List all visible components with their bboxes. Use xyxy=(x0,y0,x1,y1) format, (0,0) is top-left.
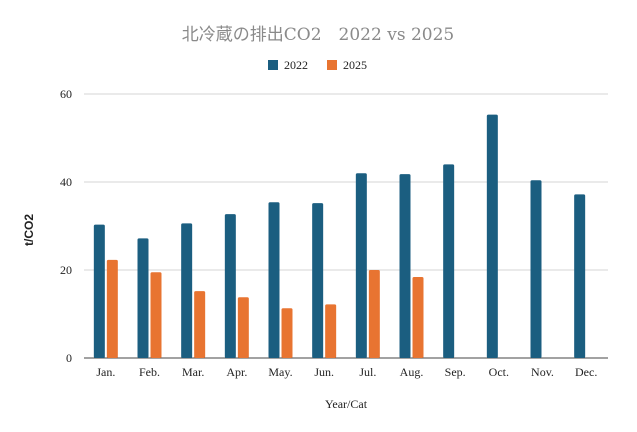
bar-2022-apr xyxy=(224,214,236,358)
bars xyxy=(93,114,586,359)
bar-2022-may xyxy=(268,202,280,358)
legend-label-2022: 2022 xyxy=(284,58,308,72)
x-tick-label: Nov. xyxy=(531,365,554,379)
bar-2022-oct xyxy=(486,114,498,359)
bar-2022-jan xyxy=(93,224,105,358)
x-tick-label: Mar. xyxy=(182,365,204,379)
grid xyxy=(84,93,608,359)
y-tick-label: 0 xyxy=(66,351,72,365)
x-tick-label: Feb. xyxy=(139,365,160,379)
y-axis-ticks: 0 20 40 60 xyxy=(60,87,72,365)
x-tick-label: Aug. xyxy=(400,365,424,379)
x-tick-label: Jul. xyxy=(359,365,376,379)
y-tick-label: 60 xyxy=(60,87,72,101)
bar-2022-jun xyxy=(312,203,324,358)
legend-swatch-2022 xyxy=(268,60,278,70)
bar-2022-nov xyxy=(530,180,542,358)
bar-2025-jan xyxy=(106,259,118,358)
bar-2022-jul xyxy=(355,173,367,358)
x-tick-label: Sep. xyxy=(445,365,466,379)
x-tick-label: Apr. xyxy=(226,365,247,379)
x-tick-label: May. xyxy=(268,365,292,379)
x-axis-ticks: Jan. Feb. Mar. Apr. May. Jun. Jul. Aug. Sep. Oct.… xyxy=(96,365,597,379)
bar-2022-aug xyxy=(399,174,411,358)
bar-2025-apr xyxy=(237,297,249,358)
bar-2025-jun xyxy=(325,304,337,358)
chart-title: 北冷蔵の排出CO2 2022 vs 2025 xyxy=(182,25,454,45)
y-tick-label: 20 xyxy=(60,263,72,277)
x-tick-label: Jan. xyxy=(96,365,115,379)
bar-2022-feb xyxy=(137,238,149,358)
x-tick-label: Oct. xyxy=(489,365,509,379)
bar-2025-aug xyxy=(412,277,424,358)
bar-2025-mar xyxy=(194,291,206,358)
bar-2022-dec xyxy=(574,194,586,358)
y-axis-title: t/CO2 xyxy=(22,214,36,246)
legend: 2022 2025 xyxy=(268,58,367,72)
y-tick-label: 40 xyxy=(60,175,72,189)
legend-swatch-2025 xyxy=(327,60,337,70)
bar-2025-may xyxy=(281,308,293,358)
x-axis-title: Year/Cat xyxy=(325,397,368,411)
bar-2022-mar xyxy=(181,223,193,358)
bar-2022-sep xyxy=(443,164,455,358)
x-tick-label: Dec. xyxy=(575,365,597,379)
legend-label-2025: 2025 xyxy=(343,58,367,72)
x-tick-label: Jun. xyxy=(314,365,334,379)
bar-2025-jul xyxy=(368,270,380,358)
bar-2025-feb xyxy=(150,272,162,358)
